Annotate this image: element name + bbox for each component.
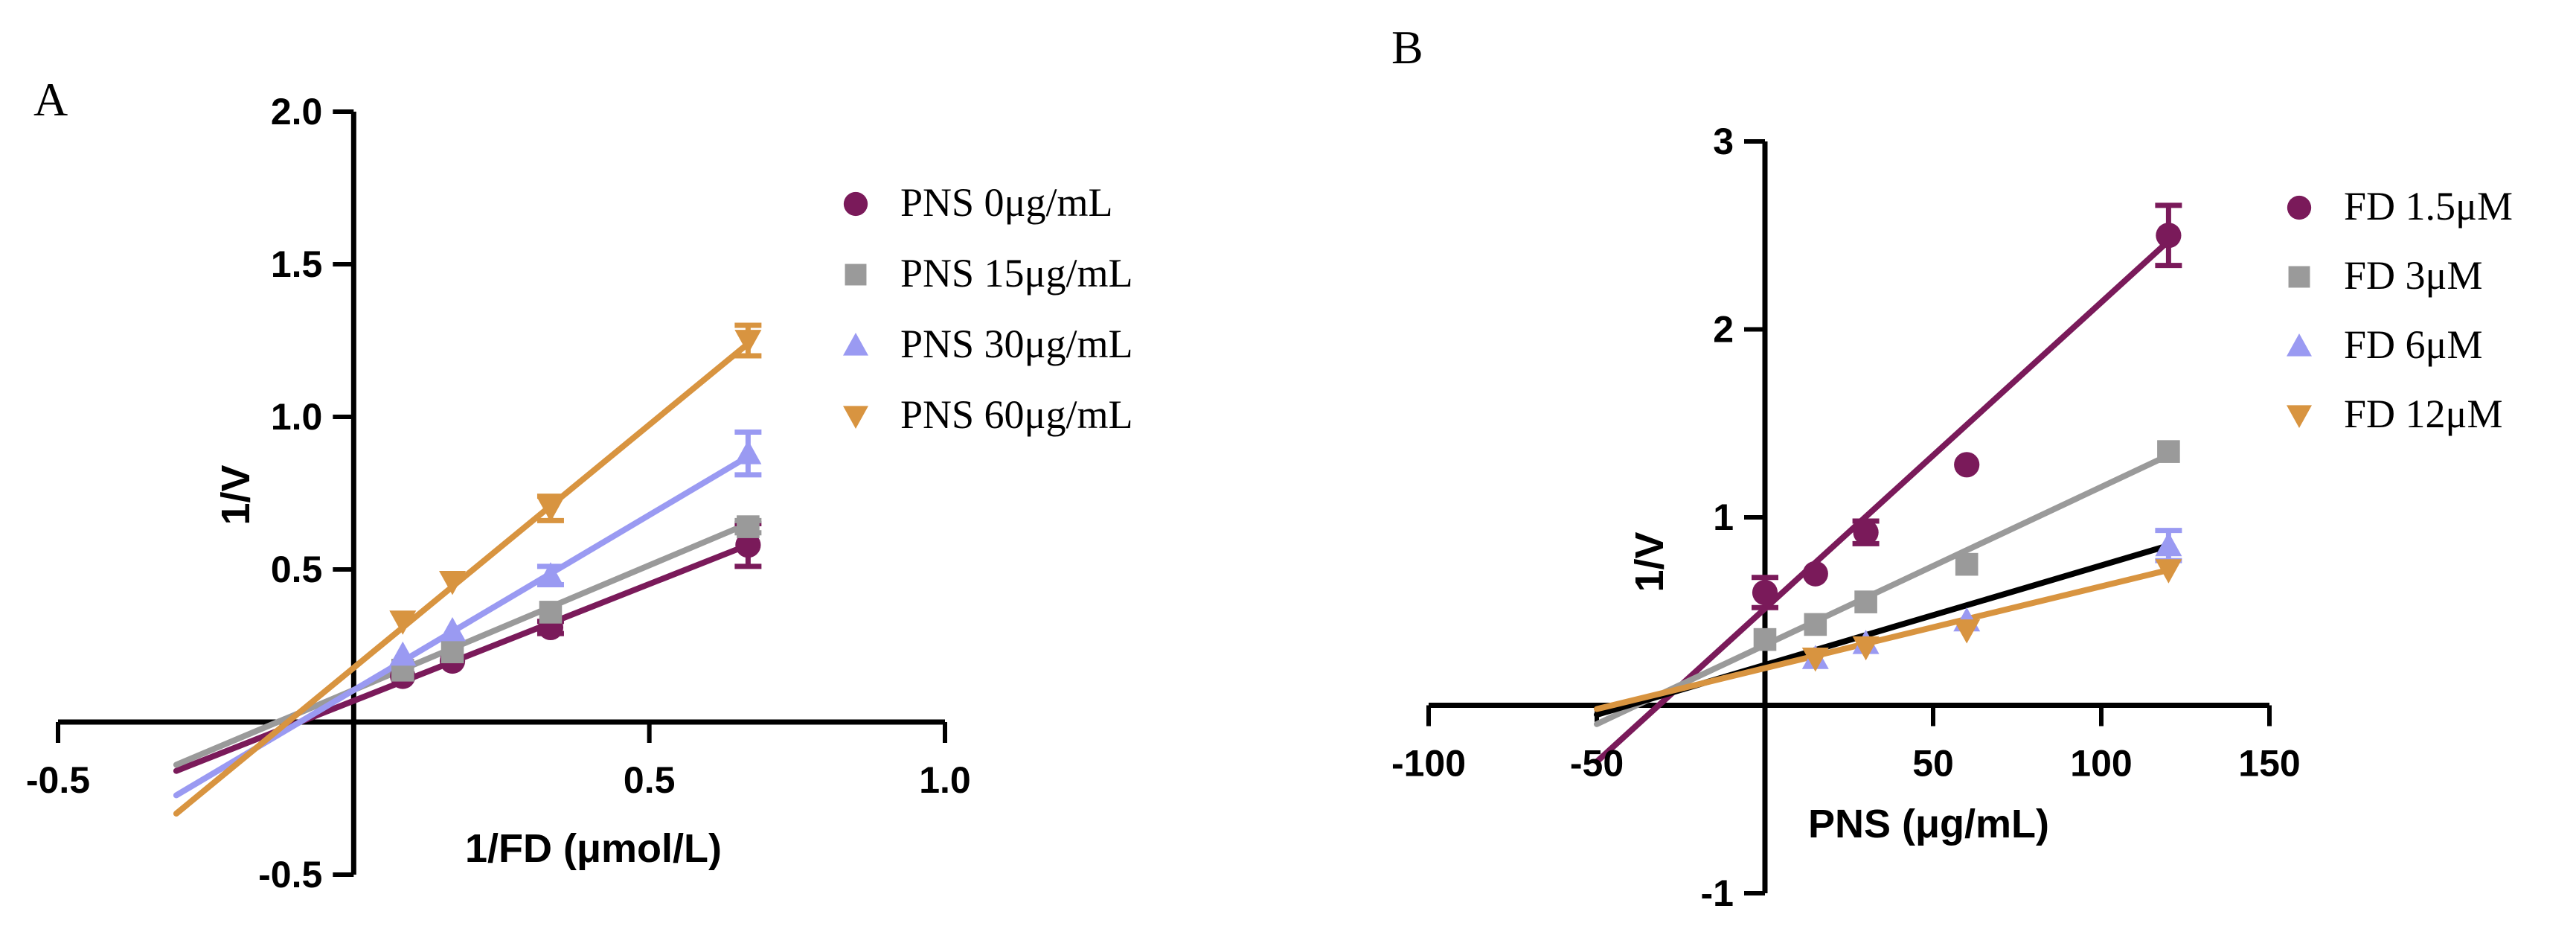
y-tick-label: 0.5 [271,549,323,590]
x-tick-label: 100 [2070,743,2132,785]
data-point [536,562,564,587]
data-point [389,610,417,635]
data-point [1801,647,1829,672]
legend-label: FD 12μM [2344,392,2503,436]
data-point [1954,452,1980,478]
data-point [2155,559,2182,584]
legend-marker [845,264,867,286]
x-tick-label: 150 [2238,743,2300,785]
panel-label-a: A [33,73,68,126]
data-point [536,497,564,522]
data-point [389,641,417,666]
x-tick-label: 0.5 [624,759,676,801]
legend-marker [843,406,868,429]
data-point [1802,561,1828,587]
y-tick-label: 3 [1713,121,1734,162]
data-point [1753,628,1777,651]
x-tick-label: -0.5 [26,759,90,801]
legend-label: FD 1.5μM [2344,184,2513,229]
data-point [2156,223,2182,249]
y-tick-label: 2.0 [271,91,323,132]
data-point [1953,619,1981,644]
x-tick-label: -100 [1391,743,1466,785]
legend-label: PNS 0μg/mL [900,180,1113,225]
data-point [735,532,761,558]
legend: PNS 0μg/mL PNS 15μg/mL PNS 30μg/mL PNS 60μg… [843,180,1133,437]
y-tick-label: -1 [1701,872,1734,914]
legend-label: FD 6μM [2344,322,2483,367]
x-tick-label: 50 [1912,743,1954,785]
legend-marker [2287,195,2312,220]
fit-line [1594,452,2172,727]
data-point [2155,531,2182,557]
data-point [539,601,563,624]
legend-label: PNS 30μg/mL [900,322,1133,366]
data-point [737,515,760,538]
data-point [1804,613,1827,636]
data-point [1854,590,1877,613]
data-point [1752,579,1778,606]
legend-label: PNS 15μg/mL [900,251,1133,296]
legend-label: PNS 60μg/mL [900,392,1133,437]
legend-marker [2288,266,2310,288]
fit-line [1594,566,2172,712]
data-point [1852,636,1880,661]
data-point [2157,440,2180,463]
y-axis-title: 1/V [1627,531,1672,592]
y-tick-label: -0.5 [258,854,322,895]
y-tick-label: 1.5 [271,243,323,285]
legend: FD 1.5μM FD 3μM FD 6μM FD 12μM [2287,184,2513,436]
x-axis-title: PNS (μg/mL) [1808,802,2049,846]
data-point [439,617,467,642]
legend-marker [2287,405,2312,428]
x-tick-label: -50 [1570,743,1624,785]
legend-marker [843,191,868,217]
data-point [440,640,464,663]
data-point [1853,520,1879,546]
data-point [734,440,762,464]
panel-label-b: B [1391,21,1423,74]
data-point [734,330,762,354]
legend-label: FD 3μM [2344,253,2483,298]
y-tick-label: 1 [1713,496,1734,538]
y-axis-title: 1/V [214,464,258,525]
legend-marker [843,333,868,356]
fit-line [1594,237,2172,765]
fit-line [173,340,752,817]
legend-marker [2287,333,2312,357]
data-point [439,571,467,595]
panel-b: B -100 -50 50 100 150 -1 1 2 3 PNS (μg/mL) 1/V F… [1391,21,2513,914]
data-point [1955,552,1979,576]
x-axis-title: 1/FD (μmol/L) [465,826,722,871]
y-tick-label: 1.0 [271,396,323,438]
y-tick-label: 2 [1713,309,1734,351]
panel-a: A -0.5 0.5 1.0 -0.5 0.5 1.0 1.5 2.0 1/FD (μmol/… [26,73,1133,895]
x-tick-label: 1.0 [919,759,971,801]
